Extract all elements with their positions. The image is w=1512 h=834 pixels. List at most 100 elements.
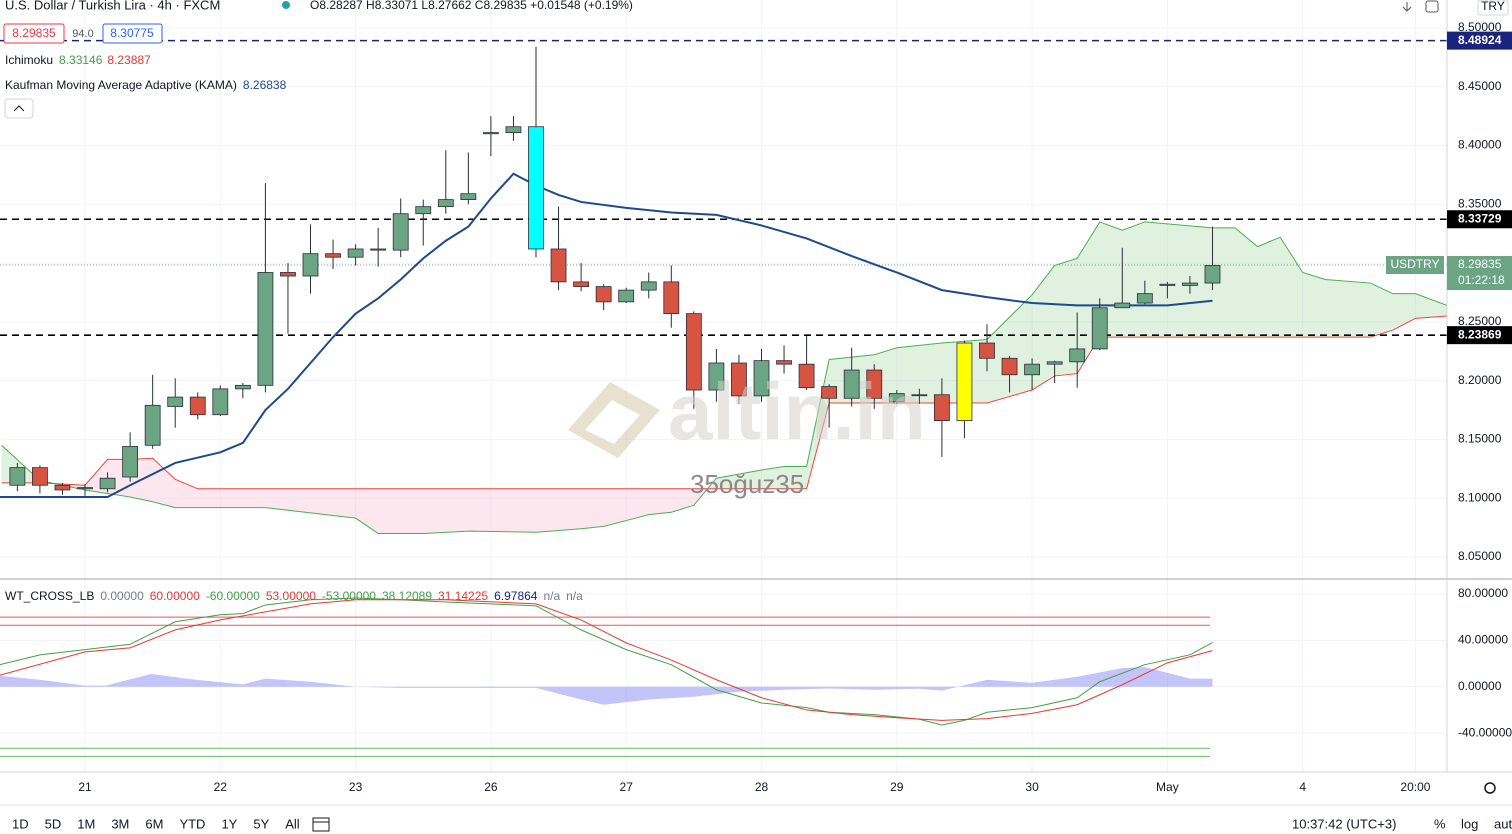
candle-body [167,396,184,407]
cloud-segment [784,466,807,489]
histogram-area [0,667,1213,705]
currency[interactable]: TRY [1481,0,1505,13]
kama-line [0,172,1213,499]
y-tick-label: 8.10000 [1458,490,1502,504]
range-button[interactable]: 1M [77,816,95,831]
kama-legend: Kaufman Moving Average Adaptive (KAMA) 8.… [5,78,287,92]
wt-legend-value: 38.12089 [382,589,432,603]
candle-body [144,404,161,446]
cloud-segment [1257,237,1281,338]
clock[interactable]: 10:37:42 (UTC+3) [1292,816,1396,831]
watermark-user: 35oğuz35 [690,469,804,499]
range-button[interactable]: 1D [12,816,29,831]
wt-legend-value: -53.00000 [322,589,376,603]
last-price-box [1447,256,1512,291]
cloud-segment [1212,227,1236,338]
collapse-icon [13,105,25,112]
x-tick-label: May [1156,780,1179,794]
cloud-segment [716,469,762,489]
price-line-label-box [1447,326,1512,345]
currency-box[interactable] [1477,0,1509,16]
candle-body [325,253,341,258]
range-button[interactable]: 6M [145,816,163,831]
cloud-segment [603,488,649,527]
x-tick-label: 21 [78,780,92,794]
candle-body [776,360,792,365]
senkou-span-b [1,315,1447,490]
range-button[interactable]: 5D [45,816,62,831]
candle-body [843,369,860,399]
ohlc: O8.28287 H8.33071 L8.27662 C8.29835 +0.0… [310,0,633,12]
scale-option[interactable]: % [1434,816,1446,831]
collapse-button[interactable] [4,98,34,119]
grid [0,0,1447,772]
cloud-segment [1054,258,1078,376]
cloud-segment [355,488,379,534]
y-tick-label: 8.15000 [1458,432,1502,446]
price-line-label: 8.33729 [1458,211,1502,225]
candle-body [54,484,71,491]
bid[interactable]: 8.29835 [12,26,56,40]
range-button[interactable]: 1Y [221,816,237,831]
cloud-segment [1370,283,1393,338]
y-tick-label: 8.25000 [1458,314,1502,328]
candle-body [550,248,567,283]
candle-body [933,394,950,421]
watermark-logo-inner [585,400,640,444]
symbol-title: U.S. Dollar / Turkish Lira · 4h · FXCM [5,0,220,12]
range-button[interactable]: YTD [179,816,205,831]
settings-icon[interactable] [1484,782,1496,794]
wt-line [0,597,1213,726]
y-tick-label: 8.35000 [1458,196,1502,210]
candle-body [302,253,319,277]
y-tick-label: 80.00000 [1458,586,1508,600]
candle-body [189,396,206,416]
x-tick-label: 23 [349,780,363,794]
senkou-span-a [1,221,1447,534]
y-tick-label: 8.05000 [1458,549,1502,563]
kama-name: Kaufman Moving Average Adaptive (KAMA) [5,78,237,92]
bid-box[interactable] [3,23,65,44]
price-line-label-box [1447,210,1512,229]
y-tick-label: 8.40000 [1458,138,1502,152]
scale-option[interactable]: log [1461,816,1478,831]
cloud-segment [671,488,694,513]
candle-body [1204,265,1221,284]
wt-legend: WT_CROSS_LB 0.00000 60.00000 -60.00000 53.00… [5,589,583,603]
cloud-segment [1325,279,1371,338]
candle-body [370,248,387,251]
maximize-icon[interactable] [1425,0,1439,13]
range-button[interactable]: 3M [111,816,129,831]
ask-box[interactable] [102,23,163,44]
candle-body [1001,357,1018,376]
candle-body [979,342,995,359]
wt-legend-name: WT_CROSS_LB [5,589,94,603]
candle-body [888,393,905,403]
scroll-icon[interactable] [1402,2,1412,12]
candle-body [1091,307,1108,350]
cloud-segment [1280,237,1303,338]
range-button[interactable]: 5Y [253,816,269,831]
cloud-segment [265,488,356,519]
market-status [282,1,290,9]
wt-legend-value: 6.97864 [494,589,538,603]
scale-option[interactable]: auto [1494,816,1512,831]
candle-body [212,388,229,416]
candle-body [1159,283,1176,286]
candle-body [753,360,770,397]
candle-body [663,281,680,315]
y-tick-label: 40.00000 [1458,632,1508,646]
last-price-label: 8.29835 [1458,257,1502,271]
candle-body [821,386,838,399]
ask[interactable]: 8.30775 [110,26,154,40]
cloud-segment [581,488,604,529]
cloud-segment [1144,221,1213,338]
x-tick-label: 26 [484,780,498,794]
range-button[interactable]: All [285,816,300,831]
candle-body [595,286,612,303]
y-tick-label: 0.00000 [1458,679,1502,693]
date-range-icon[interactable] [312,817,330,832]
cloud-segment [423,488,469,534]
